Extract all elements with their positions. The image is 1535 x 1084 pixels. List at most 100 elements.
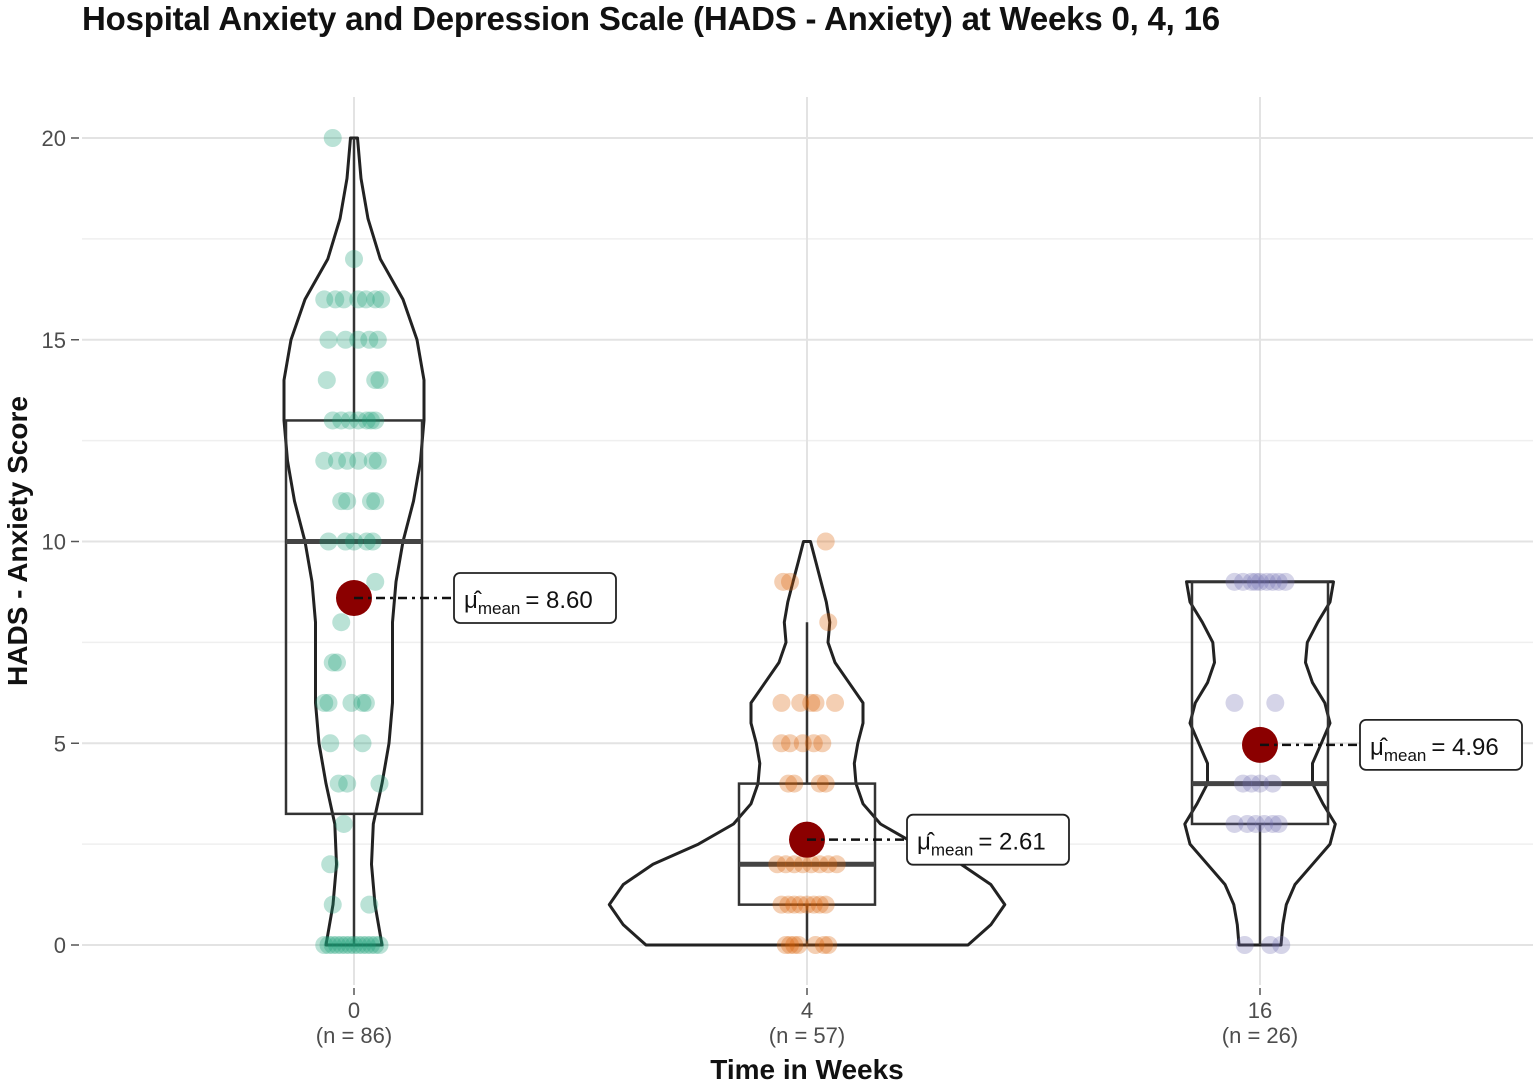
data-point	[791, 693, 810, 712]
x-tick-label: 0	[348, 998, 360, 1023]
data-point	[1255, 814, 1274, 833]
data-point	[323, 895, 342, 914]
mean-label-sub: mean	[478, 599, 521, 618]
box-iqr	[1190, 580, 1330, 826]
data-point	[785, 774, 804, 793]
data-point	[806, 936, 825, 954]
data-point	[1263, 814, 1282, 833]
data-point	[810, 774, 829, 793]
data-point	[370, 371, 389, 390]
mean-label-sub: mean	[1384, 746, 1427, 765]
data-point	[366, 572, 385, 591]
data-point	[1235, 936, 1254, 954]
box-iqr	[737, 782, 877, 906]
data-point	[362, 411, 380, 430]
data-point	[366, 411, 385, 430]
data-point	[772, 895, 791, 914]
data-point	[338, 774, 357, 793]
data-point	[345, 250, 363, 269]
data-point	[827, 855, 846, 874]
data-point	[816, 895, 835, 914]
data-point	[781, 936, 799, 954]
data-point	[356, 290, 375, 309]
data-point	[776, 936, 795, 954]
data-point	[1251, 572, 1269, 591]
y-tick-label: 10	[42, 530, 66, 555]
data-point	[1261, 936, 1280, 954]
data-point	[1263, 572, 1282, 591]
data-point	[366, 290, 385, 309]
data-point	[816, 532, 835, 551]
data-point	[334, 290, 353, 309]
data-point	[345, 532, 363, 551]
data-point	[338, 451, 357, 470]
data-point	[802, 855, 821, 874]
data-point	[332, 411, 351, 430]
data-point	[1242, 774, 1261, 793]
data-point	[1246, 572, 1265, 591]
data-point	[804, 734, 823, 753]
y-tick-label: 20	[42, 126, 66, 151]
data-point	[329, 774, 348, 793]
data-point	[315, 290, 334, 309]
data-point	[1251, 774, 1269, 793]
y-axis-title: HADS - Anxiety Score	[2, 396, 33, 686]
data-point	[338, 492, 357, 511]
data-point	[357, 411, 376, 430]
mean-label-mu: μ̂	[464, 587, 482, 614]
data-point	[315, 936, 334, 954]
y-tick-label: 15	[42, 328, 66, 353]
mean-label: μ̂mean = 8.60	[464, 587, 593, 618]
data-point	[826, 693, 845, 712]
data-point	[328, 451, 346, 470]
data-point	[323, 653, 342, 672]
data-point	[816, 774, 835, 793]
data-point	[349, 290, 368, 309]
box-iqr	[284, 419, 424, 816]
data-point	[323, 936, 342, 954]
data-point	[362, 492, 380, 511]
data-point	[319, 936, 338, 954]
x-axis-title: Time in Weeks	[710, 1054, 904, 1084]
data-point	[1225, 572, 1244, 591]
data-point	[804, 895, 823, 914]
data-point	[334, 814, 353, 833]
data-point	[363, 532, 382, 551]
data-point	[362, 936, 380, 954]
data-point	[332, 613, 351, 632]
data-point	[1269, 814, 1288, 833]
data-point	[328, 936, 346, 954]
data-point	[819, 855, 838, 874]
mean-label-mu: μ̂	[917, 829, 935, 856]
x-tick-n-label: (n = 86)	[316, 1023, 392, 1048]
x-tick-label: 4	[801, 998, 813, 1023]
data-point	[340, 936, 359, 954]
group-0: 0(n = 86) μ̂mean = 8.60	[282, 129, 617, 1048]
data-point	[1234, 572, 1252, 591]
data-point	[321, 855, 340, 874]
y-tick-label: 0	[54, 933, 66, 958]
data-point	[802, 693, 821, 712]
data-point	[323, 129, 342, 147]
data-point	[810, 895, 829, 914]
data-point	[345, 936, 363, 954]
data-point	[806, 693, 825, 712]
data-point	[353, 693, 372, 712]
data-point	[363, 451, 382, 470]
mean-label-value: = 8.60	[525, 587, 592, 614]
data-point	[336, 936, 355, 954]
data-point	[779, 774, 798, 793]
data-point	[813, 734, 832, 753]
data-point	[793, 855, 812, 874]
data-point	[319, 532, 338, 551]
data-point	[781, 572, 799, 591]
x-tick-n-label: (n = 26)	[1222, 1023, 1298, 1048]
data-point	[819, 936, 838, 954]
mean-label-box	[1359, 718, 1523, 771]
data-point	[366, 492, 385, 511]
data-point	[366, 371, 385, 390]
data-point	[785, 936, 804, 954]
data-point	[336, 330, 355, 349]
data-points	[768, 532, 846, 954]
mean-label: μ̂mean = 4.96	[1370, 734, 1499, 765]
